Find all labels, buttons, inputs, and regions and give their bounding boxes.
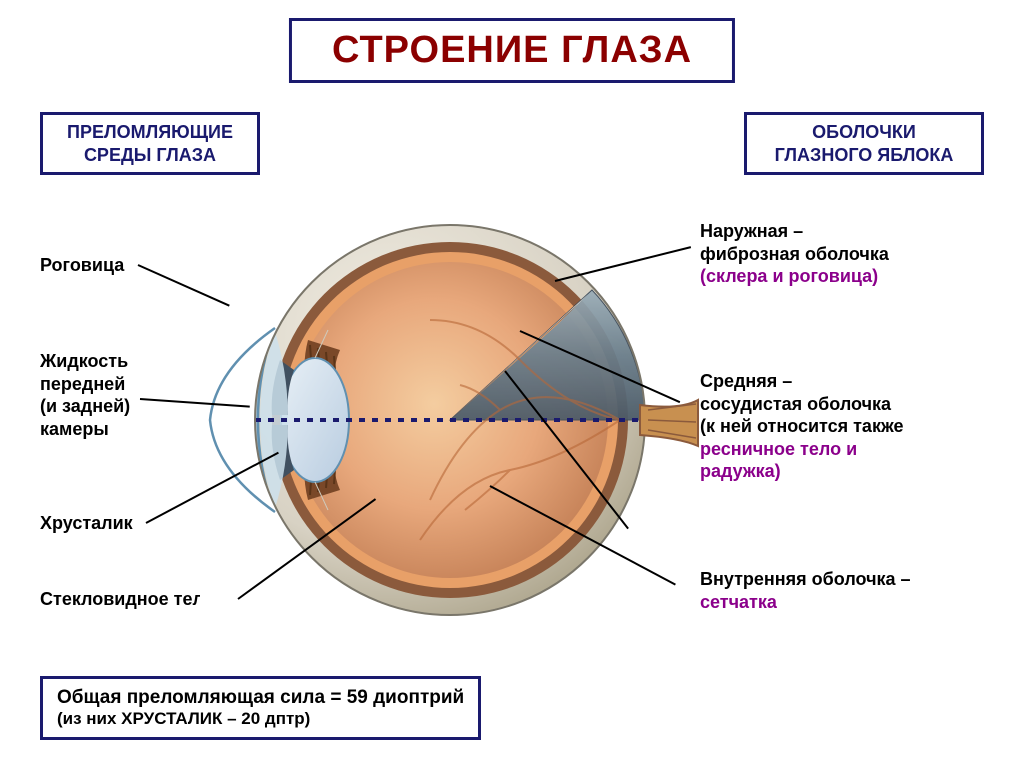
bottom-l2: (из них ХРУСТАЛИК – 20 дптр) xyxy=(57,709,464,729)
label-lens-text: Хрусталик xyxy=(40,513,133,533)
label-vitreous: Стекловидное тело xyxy=(40,588,215,611)
label-fluid-l1: Жидкость xyxy=(40,351,128,371)
label-inner-l2: сетчатка xyxy=(700,592,777,612)
label-fluid-l4: камеры xyxy=(40,419,109,439)
label-mid: Средняя – сосудистая оболочка (к ней отн… xyxy=(700,370,1000,483)
label-outer-l3: (склера и роговица) xyxy=(700,266,878,286)
subhead-left-l2: СРЕДЫ ГЛАЗА xyxy=(57,144,243,167)
label-inner: Внутренняя оболочка – сетчатка xyxy=(700,568,1000,613)
subhead-left: ПРЕЛОМЛЯЮЩИЕ СРЕДЫ ГЛАЗА xyxy=(40,112,260,175)
label-mid-l4: ресничное тело и xyxy=(700,439,857,459)
subhead-left-l1: ПРЕЛОМЛЯЮЩИЕ xyxy=(57,121,243,144)
label-mid-l1: Средняя – xyxy=(700,371,792,391)
label-vitreous-text: Стекловидное тело xyxy=(40,589,215,609)
eye-diagram xyxy=(200,210,620,630)
bottom-l1: Общая преломляющая сила = 59 диоптрий xyxy=(57,687,464,709)
eye-svg xyxy=(200,210,700,630)
label-cornea-text: Роговица xyxy=(40,255,124,275)
title-text: СТРОЕНИЕ ГЛАЗА xyxy=(332,29,692,71)
label-cornea: Роговица xyxy=(40,254,124,277)
subhead-right-l1: ОБОЛОЧКИ xyxy=(761,121,967,144)
label-outer: Наружная – фиброзная оболочка (склера и … xyxy=(700,220,1000,288)
label-outer-l1: Наружная – xyxy=(700,221,803,241)
label-mid-l2: сосудистая оболочка xyxy=(700,394,891,414)
bottom-summary: Общая преломляющая сила = 59 диоптрий (и… xyxy=(40,676,481,740)
label-fluid-l3: (и задней) xyxy=(40,396,130,416)
label-fluid-l2: передней xyxy=(40,374,125,394)
label-fluid: Жидкость передней (и задней) камеры xyxy=(40,350,130,440)
label-mid-l3: (к ней относится также xyxy=(700,416,903,436)
label-inner-l1: Внутренняя оболочка – xyxy=(700,569,911,589)
subhead-right: ОБОЛОЧКИ ГЛАЗНОГО ЯБЛОКА xyxy=(744,112,984,175)
label-lens: Хрусталик xyxy=(40,512,133,535)
label-outer-l2: фиброзная оболочка xyxy=(700,244,889,264)
subhead-right-l2: ГЛАЗНОГО ЯБЛОКА xyxy=(761,144,967,167)
label-mid-l5: радужка) xyxy=(700,461,781,481)
page-title: СТРОЕНИЕ ГЛАЗА xyxy=(289,18,735,83)
